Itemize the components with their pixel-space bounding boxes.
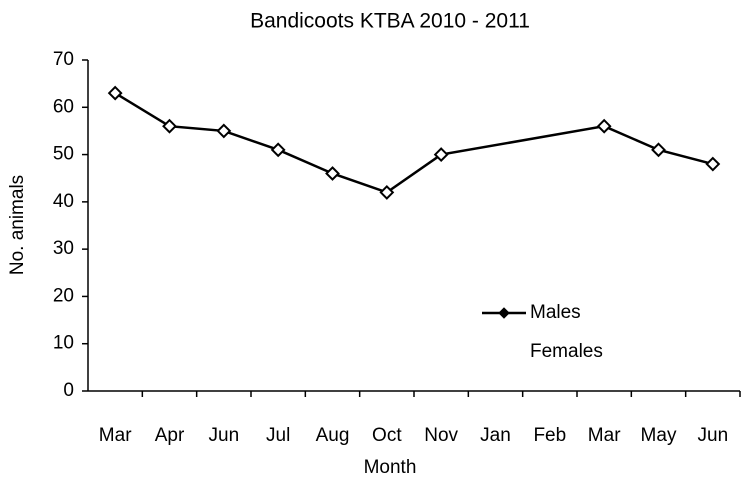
legend-label: Females: [530, 341, 603, 362]
x-tick-label: Aug: [316, 425, 350, 446]
y-tick-label: 30: [53, 238, 74, 259]
y-axis-label: No. animals: [7, 175, 28, 275]
x-tick-label: Jun: [698, 425, 729, 446]
data-point: [325, 166, 340, 181]
x-tick-label: Nov: [424, 425, 458, 446]
x-tick-label: Oct: [372, 425, 402, 446]
x-tick-label: Jun: [209, 425, 240, 446]
x-tick-label: Apr: [155, 425, 185, 446]
data-point: [705, 156, 721, 172]
series-line: [114, 92, 714, 194]
data-point: [107, 85, 123, 101]
x-tick-label: Feb: [533, 425, 566, 446]
legend-marker: [498, 307, 510, 319]
chart-title: Bandicoots KTBA 2010 - 2011: [250, 10, 530, 33]
data-point: [270, 142, 286, 158]
data-point: [651, 142, 666, 158]
x-tick-label: Jul: [266, 425, 290, 446]
y-tick-label: 40: [53, 191, 74, 212]
y-tick-label: 70: [53, 49, 74, 70]
y-tick-label: 10: [53, 333, 74, 354]
x-tick-label: May: [641, 425, 677, 446]
data-point: [596, 118, 612, 134]
x-tick-label: Jan: [480, 425, 511, 446]
data-point: [216, 123, 232, 139]
data-point: [433, 147, 449, 162]
legend-label: Males: [530, 302, 581, 323]
x-tick-label: Mar: [99, 425, 132, 446]
x-tick-label: Mar: [588, 425, 621, 446]
data-point: [379, 184, 395, 200]
y-tick-label: 50: [53, 144, 74, 165]
y-tick-label: 0: [63, 380, 74, 401]
x-axis-label: Month: [364, 457, 417, 478]
data-point: [162, 118, 177, 134]
y-tick-label: 20: [53, 285, 74, 306]
y-tick-label: 60: [53, 96, 74, 117]
